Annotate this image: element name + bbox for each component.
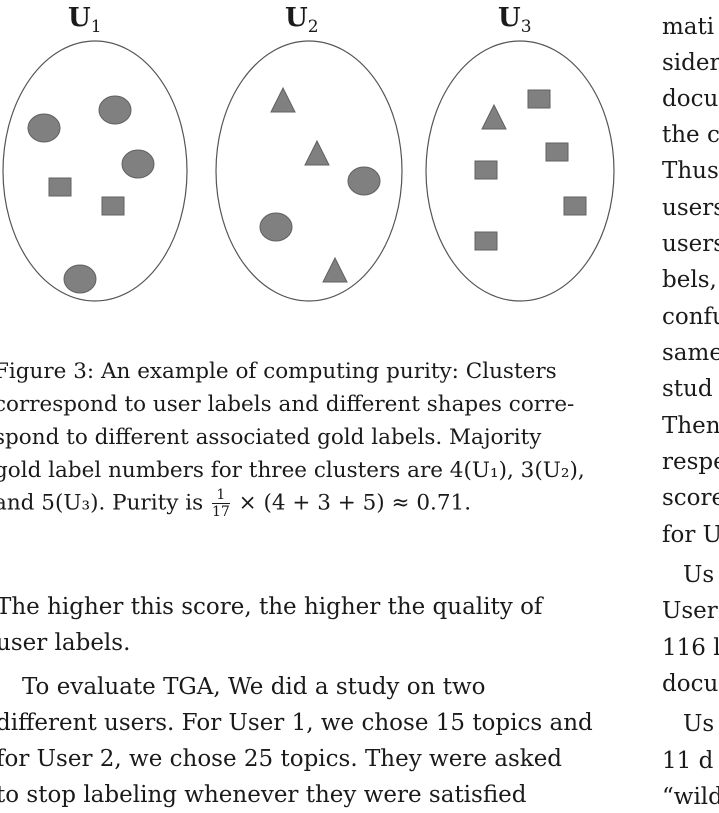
body-text-line: user labels. [0, 630, 131, 656]
square-marker [474, 231, 498, 251]
cluster-label-u1: U1 [68, 3, 102, 37]
figure-caption-line: correspond to user labels and different … [0, 392, 575, 417]
right-column-line: mati [662, 14, 715, 40]
right-column: mati sider docu the c Thus users users bels, con… [660, 0, 719, 813]
fraction-denominator: 17 [211, 504, 230, 520]
right-column-line: sider [662, 50, 719, 76]
figure-caption-line: Figure 3: An example of computing purity… [0, 359, 557, 384]
circle-marker [259, 212, 293, 242]
body-text-line: for User 2, we chose 25 topics. They wer… [0, 746, 563, 772]
right-column-line: Us [683, 711, 715, 737]
circle-marker [98, 95, 132, 125]
cluster-u2 [215, 40, 403, 302]
cluster-label-u2: U2 [285, 3, 319, 37]
circle-marker [121, 149, 155, 179]
right-column-line: score [662, 485, 719, 511]
body-text-line: The higher this score, the higher the qu… [0, 594, 543, 620]
right-column-line: Us [683, 562, 715, 588]
circle-marker [347, 166, 381, 196]
right-column-line: users [662, 231, 719, 257]
cluster-u1 [2, 40, 188, 302]
right-column-line: Thus [662, 158, 719, 184]
right-column-line: 116 l [662, 635, 719, 661]
right-column-line: confu [662, 304, 719, 330]
triangle-marker [322, 256, 348, 283]
circle-marker [27, 113, 61, 143]
square-marker [48, 177, 72, 197]
purity-figure: U1 U2 U3 [2, 3, 615, 302]
fraction-numerator: 1 [211, 488, 230, 504]
right-column-line: docu [662, 671, 719, 697]
right-column-line: bels, [662, 267, 717, 293]
right-column-line: 11 d [662, 748, 714, 774]
triangle-marker [270, 86, 296, 113]
square-marker [527, 89, 551, 109]
fraction: 1 17 [211, 488, 230, 520]
circle-marker [63, 264, 97, 294]
square-marker [563, 196, 587, 216]
square-marker [101, 196, 125, 216]
right-column-line: for U [662, 522, 719, 548]
right-column-line: respe [662, 449, 719, 475]
right-column-line: users [662, 195, 719, 221]
cluster-u3 [425, 40, 615, 302]
triangle-marker [481, 103, 507, 130]
right-column-line: the c [662, 122, 719, 148]
cluster-label-u3: U3 [498, 3, 532, 37]
right-column-line: “wild [662, 784, 719, 810]
body-text-line: To evaluate TGA, We did a study on two [22, 674, 486, 700]
caption-text: and 5(U₃). Purity is [0, 490, 204, 516]
right-column-line: User [662, 598, 718, 624]
caption-text: × (4 + 3 + 5) ≈ 0.71. [238, 490, 472, 516]
right-column-line: docu [662, 86, 719, 112]
right-column-line: same [662, 340, 719, 366]
figure-caption-line: and 5(U₃). Purity is 1 17 × (4 + 3 + 5) ≈… [0, 488, 471, 519]
square-marker [474, 160, 498, 180]
figure-caption-line: gold label numbers for three clusters ar… [0, 458, 585, 483]
body-text-line: different users. For User 1, we chose 15… [0, 710, 593, 736]
figure-caption-line: spond to different associated gold label… [0, 425, 542, 450]
square-marker [545, 142, 569, 162]
right-column-line: stud [662, 376, 713, 402]
right-column-line: Then [662, 413, 719, 439]
triangle-marker [304, 139, 330, 166]
body-text-line: to stop labeling whenever they were sati… [0, 782, 527, 808]
